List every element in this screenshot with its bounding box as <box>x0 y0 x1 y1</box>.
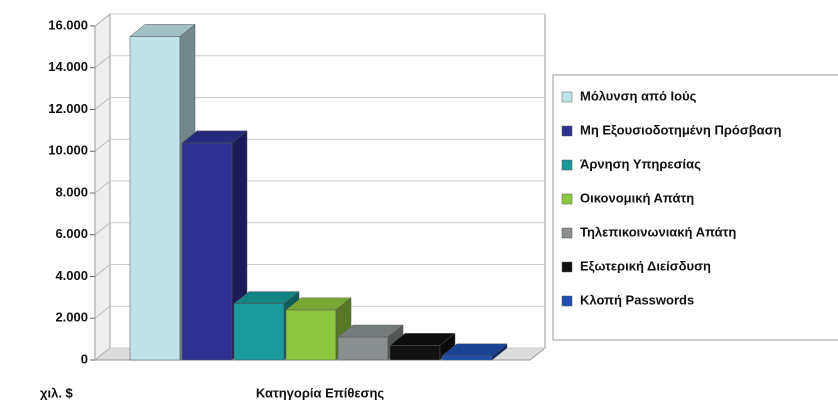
bar-front <box>441 355 493 361</box>
legend-swatch <box>561 91 573 103</box>
legend-swatch <box>561 261 573 273</box>
y-tick-label: 14.000 <box>48 59 88 74</box>
legend-box <box>552 74 838 341</box>
legend-label: Τηλεπικοινωνιακή Απάτη <box>580 224 736 239</box>
legend-label: Μόλυνση από Ιούς <box>580 88 697 103</box>
grid-line <box>94 264 111 277</box>
bar-front <box>285 309 337 361</box>
grid-line <box>94 305 111 319</box>
bar-front <box>389 345 441 361</box>
legend-swatch <box>561 125 573 137</box>
bar-side <box>491 343 508 361</box>
legend-swatch <box>561 159 573 171</box>
grid-line <box>94 222 111 236</box>
legend-swatch <box>561 227 573 239</box>
y-tick-label: 12.000 <box>48 101 88 116</box>
y-axis-label: χιλ. $ <box>40 385 74 400</box>
legend-label: Οικονομική Απάτη <box>580 190 694 205</box>
y-tick-label: 10.000 <box>48 143 88 158</box>
legend-label: Άρνηση Υπηρεσίας <box>580 156 701 171</box>
grid-line <box>94 97 111 110</box>
y-tick-label: 0 <box>81 351 88 366</box>
grid-line <box>94 13 111 27</box>
legend-swatch <box>561 295 573 307</box>
bar-front <box>233 303 285 361</box>
legend-swatch <box>561 193 573 205</box>
grid-line <box>94 180 111 194</box>
grid-line <box>94 138 111 152</box>
grid-line <box>94 55 111 69</box>
y-tick-label: 6.000 <box>55 226 88 241</box>
legend-label: Κλοπή Passwords <box>580 292 694 307</box>
legend-label: Εξωτερική Διείσδυση <box>580 258 711 273</box>
bar-front <box>181 142 233 361</box>
y-tick-label: 2.000 <box>55 310 88 325</box>
y-tick-label: 4.000 <box>55 268 88 283</box>
legend-label: Μη Εξουσιοδοτημένη Πρόσβαση <box>580 122 782 137</box>
bar-front <box>129 36 181 361</box>
bar-front <box>337 336 389 361</box>
y-tick-label: 8.000 <box>55 184 88 199</box>
grid-line <box>94 347 111 361</box>
x-axis-label: Κατηγορία Επίθεσης <box>256 385 385 400</box>
y-tick-label: 16.000 <box>48 17 88 32</box>
